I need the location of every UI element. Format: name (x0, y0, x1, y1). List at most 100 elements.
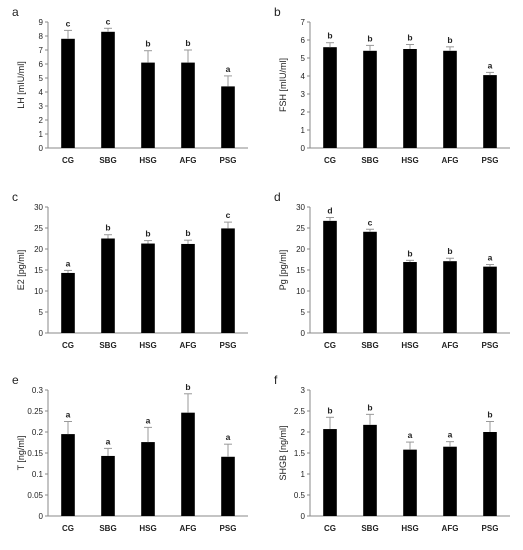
x-tick-label: HSG (401, 156, 418, 165)
y-tick-label: 0.3 (32, 386, 44, 395)
significance-letter: b (407, 33, 412, 43)
x-tick-label: PSG (220, 341, 237, 350)
significance-letter: b (145, 39, 150, 49)
y-tick-label: 0.25 (27, 407, 43, 416)
y-tick-label: 30 (296, 203, 305, 212)
x-tick-label: AFG (180, 341, 197, 350)
panel-letter: c (12, 190, 18, 204)
bar-cg (323, 429, 337, 516)
significance-letter: b (327, 31, 332, 41)
bar-afg (443, 261, 457, 333)
bar-psg (483, 432, 497, 516)
y-tick-label: 5 (301, 308, 306, 317)
y-tick-label: 20 (296, 245, 305, 254)
significance-letter: a (488, 253, 493, 263)
bar-cg (323, 47, 337, 149)
x-tick-label: PSG (220, 156, 237, 165)
bar-sbg (101, 455, 115, 516)
bar-sbg (101, 31, 115, 148)
y-tick-label: 15 (296, 266, 305, 275)
y-tick-label: 0 (301, 512, 306, 521)
y-axis-label: SHGB [ng/ml] (278, 425, 288, 480)
y-tick-label: 0.1 (32, 470, 44, 479)
x-tick-label: PSG (482, 524, 499, 533)
x-tick-label: AFG (180, 156, 197, 165)
y-tick-label: 6 (39, 60, 44, 69)
x-tick-label: HSG (401, 341, 418, 350)
y-tick-label: 0.15 (27, 449, 43, 458)
x-tick-label: SBG (361, 524, 378, 533)
y-tick-label: 5 (301, 54, 306, 63)
significance-letter: b (447, 246, 452, 256)
x-tick-label: PSG (220, 524, 237, 533)
bar-hsg (141, 62, 155, 148)
panel-letter: d (274, 190, 281, 204)
y-tick-label: 1.5 (294, 449, 306, 458)
bar-psg (221, 86, 235, 148)
y-tick-label: 8 (39, 32, 44, 41)
y-tick-label: 4 (39, 88, 44, 97)
y-tick-label: 1 (39, 130, 44, 139)
y-tick-label: 0.05 (27, 491, 43, 500)
significance-letter: b (487, 410, 492, 420)
panel-a: a 0 1 2 3 4 5 6 7 8 9 LH [mIU/ml] c CG c SBG b HSG b AFG a PS… (12, 5, 248, 165)
y-tick-label: 7 (39, 46, 44, 55)
y-tick-label: 2 (39, 116, 44, 125)
panel-f: f 0 0.5 1 1.5 2 2.5 3 SHGB [ng/ml] b CG b SBG a HSG a AF… (274, 373, 510, 533)
y-axis-label: FSH [mIU/ml] (278, 58, 288, 112)
significance-letter: a (226, 64, 231, 74)
bar-afg (443, 50, 457, 148)
significance-letter: b (105, 223, 110, 233)
significance-letter: c (66, 18, 71, 28)
y-tick-label: 15 (34, 266, 43, 275)
x-tick-label: SBG (99, 341, 116, 350)
y-tick-label: 25 (34, 224, 43, 233)
x-tick-label: CG (62, 341, 74, 350)
significance-letter: a (106, 436, 111, 446)
x-tick-label: PSG (482, 156, 499, 165)
x-tick-label: HSG (401, 524, 418, 533)
bar-psg (483, 266, 497, 333)
y-tick-label: 0.2 (32, 428, 44, 437)
x-tick-label: SBG (99, 156, 116, 165)
y-tick-label: 30 (34, 203, 43, 212)
bar-afg (443, 446, 457, 516)
panel-letter: a (12, 5, 19, 19)
y-axis-label: T [ng/ml] (16, 436, 26, 471)
y-axis-label: E2 [pg/ml] (16, 250, 26, 291)
bar-sbg (101, 238, 115, 333)
significance-letter: b (185, 382, 190, 392)
significance-letter: b (185, 228, 190, 238)
x-tick-label: HSG (139, 341, 156, 350)
significance-letter: b (185, 38, 190, 48)
y-tick-label: 5 (39, 74, 44, 83)
y-tick-label: 6 (301, 36, 306, 45)
bar-afg (181, 62, 195, 148)
y-tick-label: 1 (301, 126, 306, 135)
x-tick-label: CG (324, 341, 336, 350)
bar-psg (221, 228, 235, 333)
y-tick-label: 10 (296, 287, 305, 296)
y-tick-label: 25 (296, 224, 305, 233)
significance-letter: a (66, 410, 71, 420)
significance-letter: b (367, 402, 372, 412)
bar-psg (483, 75, 497, 148)
significance-letter: a (408, 430, 413, 440)
y-tick-label: 9 (39, 18, 44, 27)
panel-d: d 0 5 10 15 20 25 30 Pg [pg/ml] d CG c SBG b HSG b AFG a P… (274, 190, 510, 350)
x-tick-label: CG (324, 156, 336, 165)
significance-letter: d (327, 206, 332, 216)
significance-letter: c (106, 16, 111, 26)
bar-hsg (403, 262, 417, 333)
y-tick-label: 0 (301, 144, 306, 153)
x-tick-label: HSG (139, 524, 156, 533)
y-tick-label: 4 (301, 72, 306, 81)
significance-letter: b (327, 405, 332, 415)
bar-cg (61, 434, 75, 516)
y-axis-label: Pg [pg/ml] (278, 250, 288, 291)
y-axis-label: LH [mIU/ml] (16, 61, 26, 109)
x-tick-label: CG (62, 524, 74, 533)
bar-cg (61, 38, 75, 148)
panel-e: e 0 0.05 0.1 0.15 0.2 0.25 0.3 T [ng/ml] a CG a SBG a… (12, 373, 248, 533)
